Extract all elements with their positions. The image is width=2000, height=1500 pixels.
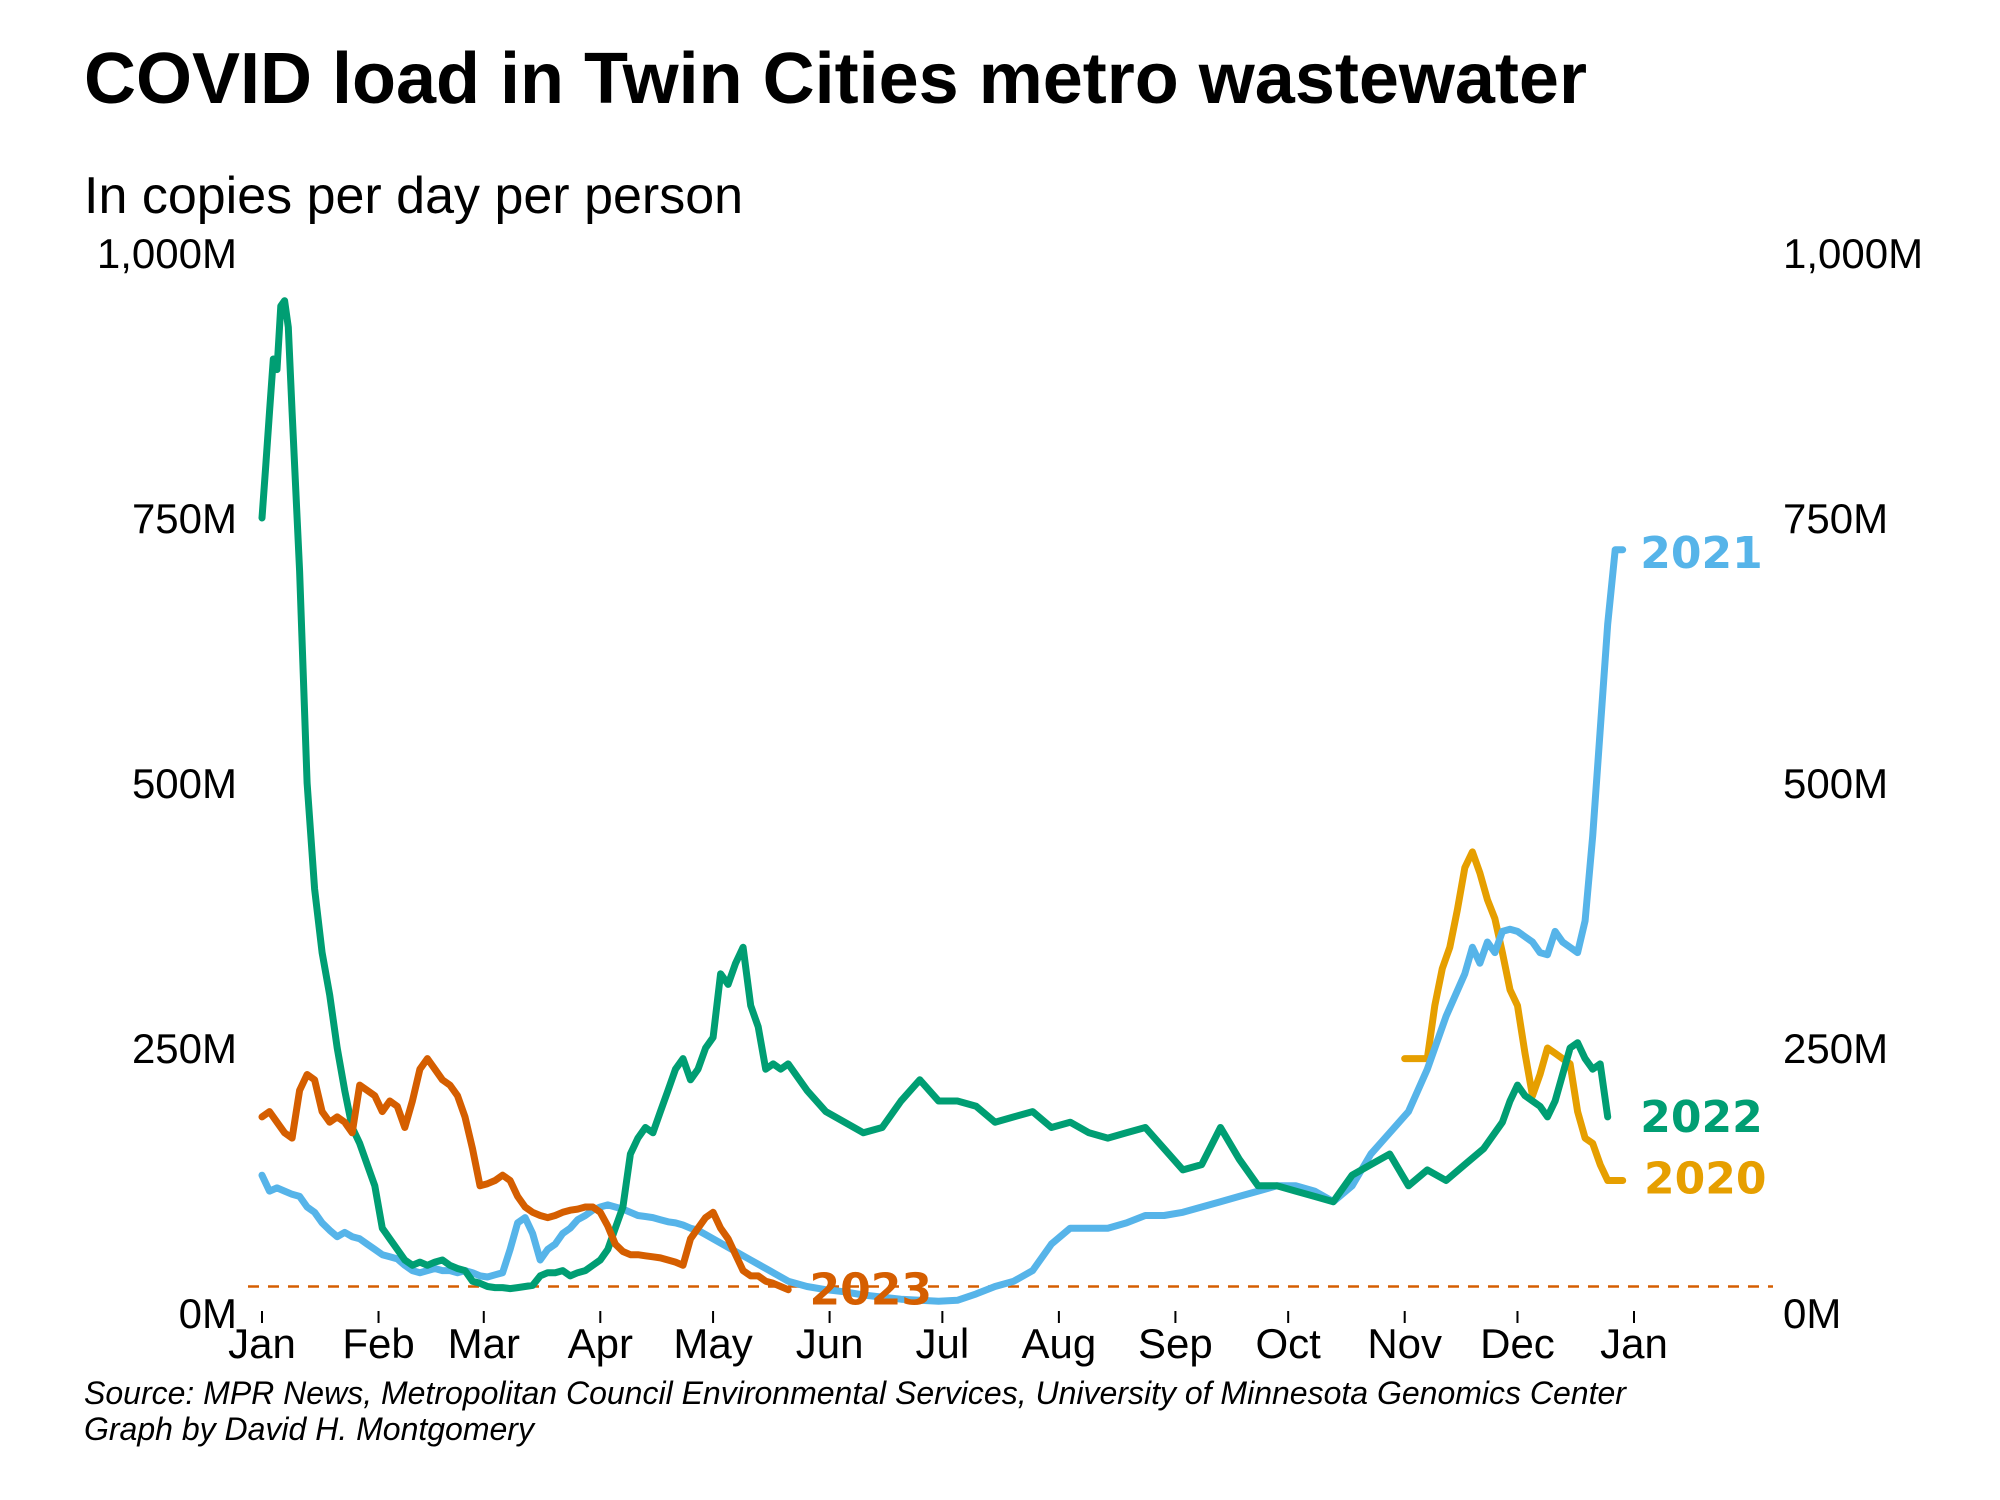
x-tick-label: Jan: [228, 1320, 296, 1367]
x-tick-label: Feb: [342, 1320, 414, 1367]
x-tick-label: Mar: [448, 1320, 520, 1367]
y-axis-left: 0M 250M 500M 750M 1,000M: [97, 230, 237, 1337]
x-tick-label: Apr: [568, 1320, 633, 1367]
series-label-2020: 2020: [1644, 1153, 1766, 1204]
series-label-2022: 2022: [1640, 1092, 1762, 1143]
y-tick-label-left: 500M: [132, 760, 237, 807]
series-line-2021: [258, 546, 1627, 1305]
x-tick-label: Jul: [916, 1320, 970, 1367]
x-tick-label: Nov: [1367, 1320, 1442, 1367]
y-tick-label-left: 0M: [179, 1290, 237, 1337]
y-tick-label-left: 250M: [132, 1025, 237, 1072]
y-tick-label-right: 500M: [1783, 760, 1888, 807]
credit-line: Graph by David H. Montgomery: [84, 1410, 534, 1447]
x-tick-label: Sep: [1138, 1320, 1213, 1367]
y-tick-label-right: 750M: [1783, 495, 1888, 542]
y-tick-label-left: 750M: [132, 495, 237, 542]
y-tick-label-right: 0M: [1783, 1290, 1841, 1337]
x-tick-label: Jun: [796, 1320, 864, 1367]
series-lines: [258, 297, 1627, 1305]
y-tick-label-right: 1,000M: [1783, 230, 1923, 277]
series-line-2023: [258, 1055, 792, 1294]
series-line-2020: [1401, 848, 1627, 1184]
x-tick-label: Dec: [1480, 1320, 1555, 1367]
series-label-2021: 2021: [1640, 528, 1762, 579]
source-note: Source: MPR News, Metropolitan Council E…: [84, 1375, 1626, 1448]
x-tick-label: May: [673, 1320, 752, 1367]
source-line: Source: MPR News, Metropolitan Council E…: [84, 1375, 1626, 1411]
series-labels: 2021 2022 2020 2023: [810, 528, 1767, 1316]
y-axis-right: 0M 250M 500M 750M 1,000M: [1783, 230, 1923, 1337]
chart-subtitle: In copies per day per person: [84, 167, 744, 225]
y-tick-label-right: 250M: [1783, 1025, 1888, 1072]
x-tick-label: Jan: [1600, 1320, 1668, 1367]
series-label-2023: 2023: [810, 1265, 932, 1316]
x-axis: Jan Feb Mar Apr May Jun Jul Aug Sep Oct Nov Dec Jan: [228, 1311, 1668, 1367]
chart-title: COVID load in Twin Cities metro wastewat…: [84, 39, 1587, 119]
x-tick-label: Oct: [1256, 1320, 1322, 1367]
series-line-2022: [258, 297, 1612, 1293]
y-tick-label-left: 1,000M: [97, 230, 237, 277]
x-tick-label: Aug: [1022, 1320, 1097, 1367]
